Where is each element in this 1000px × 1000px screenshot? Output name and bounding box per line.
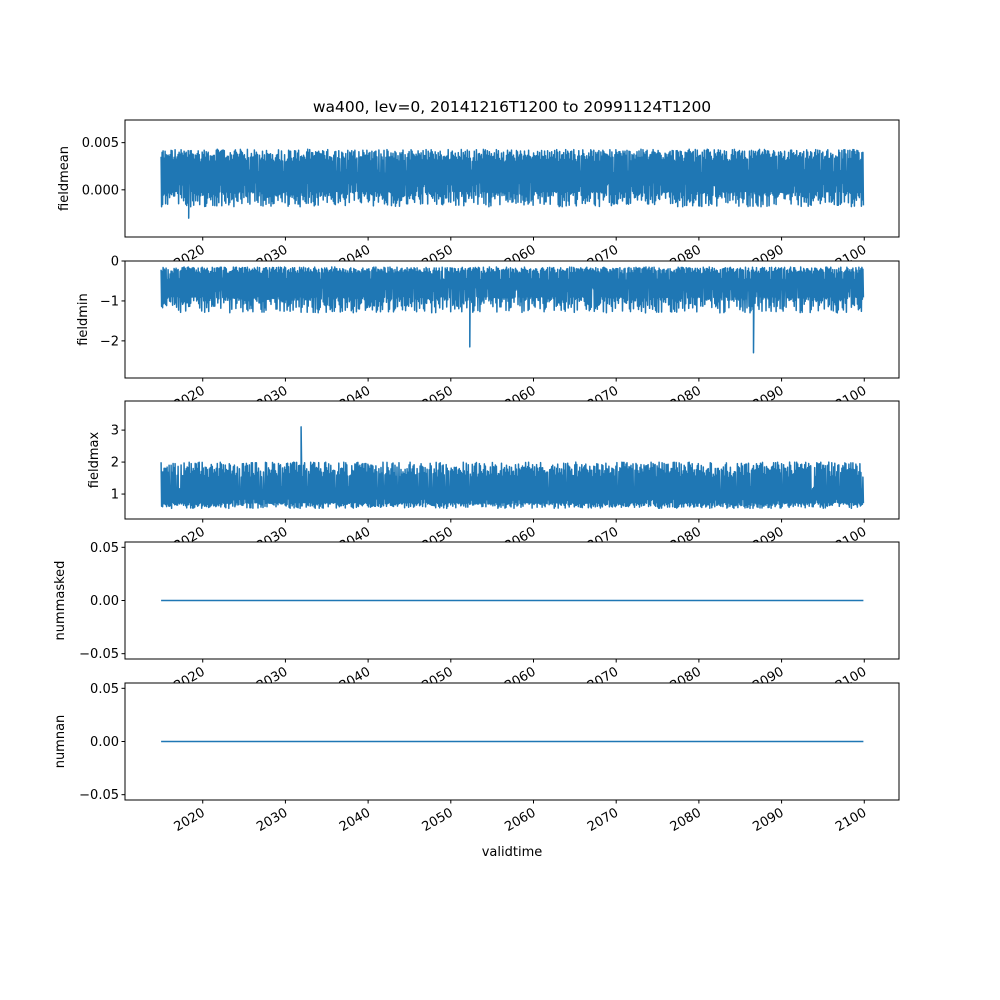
y-axis-label: nummasked <box>53 561 68 641</box>
y-tick-label: −0.05 <box>79 647 119 662</box>
y-tick-label: −2 <box>100 334 119 349</box>
y-tick-label: 0.005 <box>82 136 119 151</box>
series-line-fieldmean <box>160 148 865 219</box>
y-tick-label: 0.05 <box>90 682 119 697</box>
y-axis-label: fieldmax <box>87 432 102 489</box>
y-tick-label: −1 <box>100 294 119 309</box>
x-tick-label: 2030 <box>254 805 290 835</box>
y-tick-label: 0 <box>111 255 119 270</box>
x-tick-label: 2040 <box>337 805 373 835</box>
y-tick-label: 0.05 <box>90 541 119 556</box>
y-tick-label: 0.00 <box>90 594 119 609</box>
y-tick-label: 1 <box>111 488 119 503</box>
y-tick-label: 3 <box>111 424 119 439</box>
x-tick-label: 2080 <box>668 805 704 835</box>
x-tick-label: 2070 <box>585 805 621 835</box>
y-tick-label: 0.00 <box>90 735 119 750</box>
y-axis-label: fieldmean <box>57 146 72 211</box>
x-tick-label: 2060 <box>502 805 538 835</box>
subplot-numnan: −0.05 0.00 0.05 numnan 2020 2030 2040 2050 2060 2… <box>53 682 900 835</box>
series-line-fieldmin <box>160 266 865 354</box>
axes-frame <box>124 260 900 379</box>
x-tick-label: 2100 <box>833 805 869 835</box>
y-tick-label: 0.000 <box>82 183 119 198</box>
x-tick-label: 2050 <box>420 805 456 835</box>
x-tick-label: 2020 <box>172 805 208 835</box>
x-tick-label: 2090 <box>750 805 786 835</box>
y-tick-label: 2 <box>111 456 119 471</box>
x-axis-label: validtime <box>482 845 543 860</box>
y-tick-label: −0.05 <box>79 788 119 803</box>
y-axis-label: numnan <box>53 715 68 769</box>
axes-frame <box>124 119 900 238</box>
y-axis-label: fieldmin <box>76 293 91 346</box>
axes-frame <box>124 400 900 520</box>
series-line-fieldmax <box>160 426 865 510</box>
chart-title: wa400, lev=0, 20141216T1200 to 20991124T… <box>313 98 711 116</box>
